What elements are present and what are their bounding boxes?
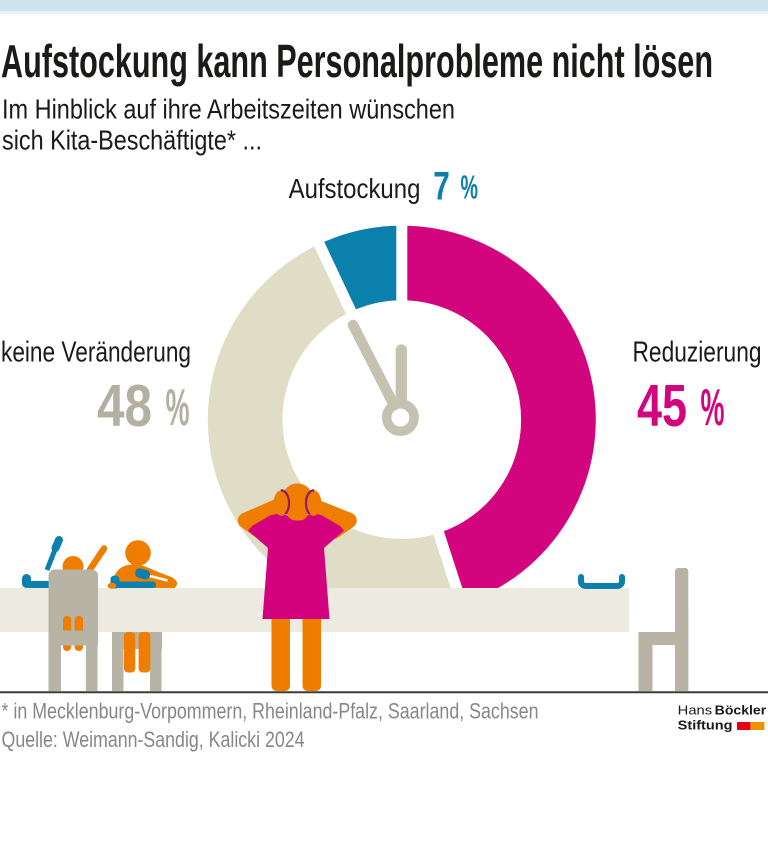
svg-text:Aufstockung: Aufstockung — [289, 173, 421, 204]
svg-text:Böckler: Böckler — [715, 703, 767, 718]
svg-text:Im Hinblick auf ihre Arbeitsze: Im Hinblick auf ihre Arbeitszeiten wünsc… — [2, 94, 455, 125]
svg-text:* in Mecklenburg-Vorpommern, R: * in Mecklenburg-Vorpommern, Rheinland-P… — [2, 699, 539, 724]
svg-text:Quelle: Weimann-Sandig, Kalick: Quelle: Weimann-Sandig, Kalicki 2024 — [2, 727, 305, 752]
svg-text:Reduzierung: Reduzierung — [633, 337, 762, 369]
svg-text:%: % — [461, 169, 479, 206]
svg-text:7: 7 — [433, 164, 450, 208]
svg-text:48: 48 — [97, 373, 152, 439]
svg-text:Hans: Hans — [678, 703, 713, 718]
svg-text:Aufstockung kann Personalprobl: Aufstockung kann Personalprobleme nicht … — [1, 35, 713, 87]
svg-text:keine Veränderung: keine Veränderung — [1, 337, 191, 369]
svg-text:45: 45 — [637, 373, 687, 439]
svg-text:%: % — [701, 379, 725, 437]
svg-text:Stiftung: Stiftung — [678, 717, 733, 732]
svg-text:sich Kita-Beschäftigte* ...: sich Kita-Beschäftigte* ... — [2, 124, 262, 155]
svg-text:%: % — [166, 379, 190, 437]
